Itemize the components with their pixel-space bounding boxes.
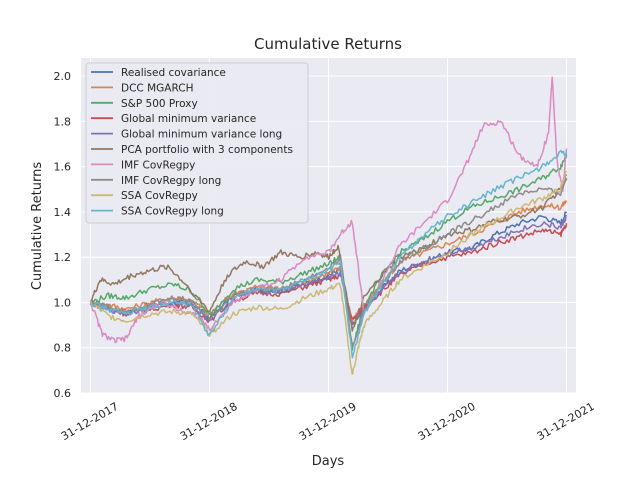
legend-entry: SSA CovRegpy long bbox=[121, 206, 224, 218]
legend-entry: Global minimum variance bbox=[121, 113, 256, 125]
legend-entry: Global minimum variance long bbox=[121, 129, 282, 141]
y-tick-label: 0.8 bbox=[54, 342, 72, 355]
series-line-9 bbox=[89, 170, 568, 376]
y-tick-labels: 0.6 0.8 1.0 1.2 1.4 1.6 1.8 2.0 bbox=[54, 70, 72, 400]
series-lines bbox=[89, 76, 568, 376]
legend-entry: DCC MGARCH bbox=[121, 82, 193, 94]
chart-title: Cumulative Returns bbox=[254, 35, 402, 53]
y-tick-label: 1.2 bbox=[54, 251, 72, 264]
legend-entry: IMF CovRegpy bbox=[121, 159, 195, 171]
series-line-7 bbox=[89, 76, 568, 344]
legend-box bbox=[85, 62, 309, 224]
legend-entry: PCA portfolio with 3 components bbox=[121, 144, 293, 156]
y-tick-label: 1.4 bbox=[54, 206, 72, 219]
legend: Realised covariance DCC MGARCH S&P 500 Pro… bbox=[85, 62, 309, 224]
series-line-10 bbox=[90, 149, 568, 359]
y-tick-label: 1.0 bbox=[54, 296, 72, 309]
y-tick-label: 1.8 bbox=[54, 115, 72, 128]
y-tick-label: 0.6 bbox=[54, 387, 72, 400]
y-axis-label: Cumulative Returns bbox=[30, 162, 45, 290]
series-line-8 bbox=[89, 177, 568, 347]
y-tick-label: 1.6 bbox=[54, 161, 72, 174]
x-axis-label: Days bbox=[312, 454, 345, 469]
legend-entry: SSA CovRegpy bbox=[121, 190, 198, 202]
series-line-6 bbox=[89, 174, 568, 332]
legend-entry: IMF CovRegpy long bbox=[121, 175, 221, 187]
legend-entry: S&P 500 Proxy bbox=[121, 98, 198, 110]
legend-entry: Realised covariance bbox=[121, 67, 226, 79]
y-tick-label: 2.0 bbox=[54, 70, 72, 83]
